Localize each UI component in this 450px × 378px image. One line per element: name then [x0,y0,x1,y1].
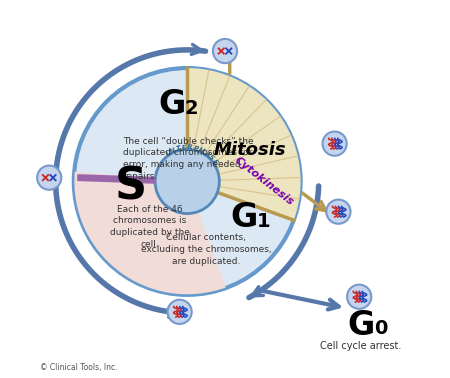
Text: 1: 1 [257,212,270,231]
Text: The cell “double checks” the
duplicated chromosomes for
error, making any needed: The cell “double checks” the duplicated … [123,136,253,181]
Text: Cellular contents,
excluding the chromosomes,
are duplicated.: Cellular contents, excluding the chromos… [141,233,271,266]
Text: N: N [169,147,177,155]
Text: S: S [207,153,215,161]
Text: I: I [165,150,171,157]
Text: G: G [347,308,375,342]
Circle shape [347,285,371,309]
Text: Each of the 46
chromosomes is
duplicated by the
cell.: Each of the 46 chromosomes is duplicated… [110,204,190,249]
Text: P: P [193,145,199,152]
Text: G: G [230,201,257,234]
Text: S: S [114,166,147,209]
Text: E: E [211,158,219,166]
Text: Cytokinesis: Cytokinesis [233,155,296,208]
Text: Mitosis: Mitosis [213,141,286,159]
Text: 2: 2 [185,99,198,118]
Text: H: H [198,147,206,155]
Circle shape [155,149,219,214]
Text: E: E [182,144,187,151]
Text: Cell cycle arrest.: Cell cycle arrest. [320,341,402,351]
Circle shape [74,68,301,295]
Text: 0: 0 [374,319,387,338]
Circle shape [326,200,351,224]
Circle shape [213,39,237,63]
Text: T: T [176,145,181,152]
Circle shape [167,300,192,324]
Text: G: G [158,88,186,121]
Wedge shape [187,68,301,220]
Circle shape [37,166,61,190]
Text: A: A [203,150,211,158]
Text: R: R [187,144,193,151]
Circle shape [323,132,346,156]
Wedge shape [74,172,226,294]
Text: © Clinical Tools, Inc.: © Clinical Tools, Inc. [40,363,117,372]
